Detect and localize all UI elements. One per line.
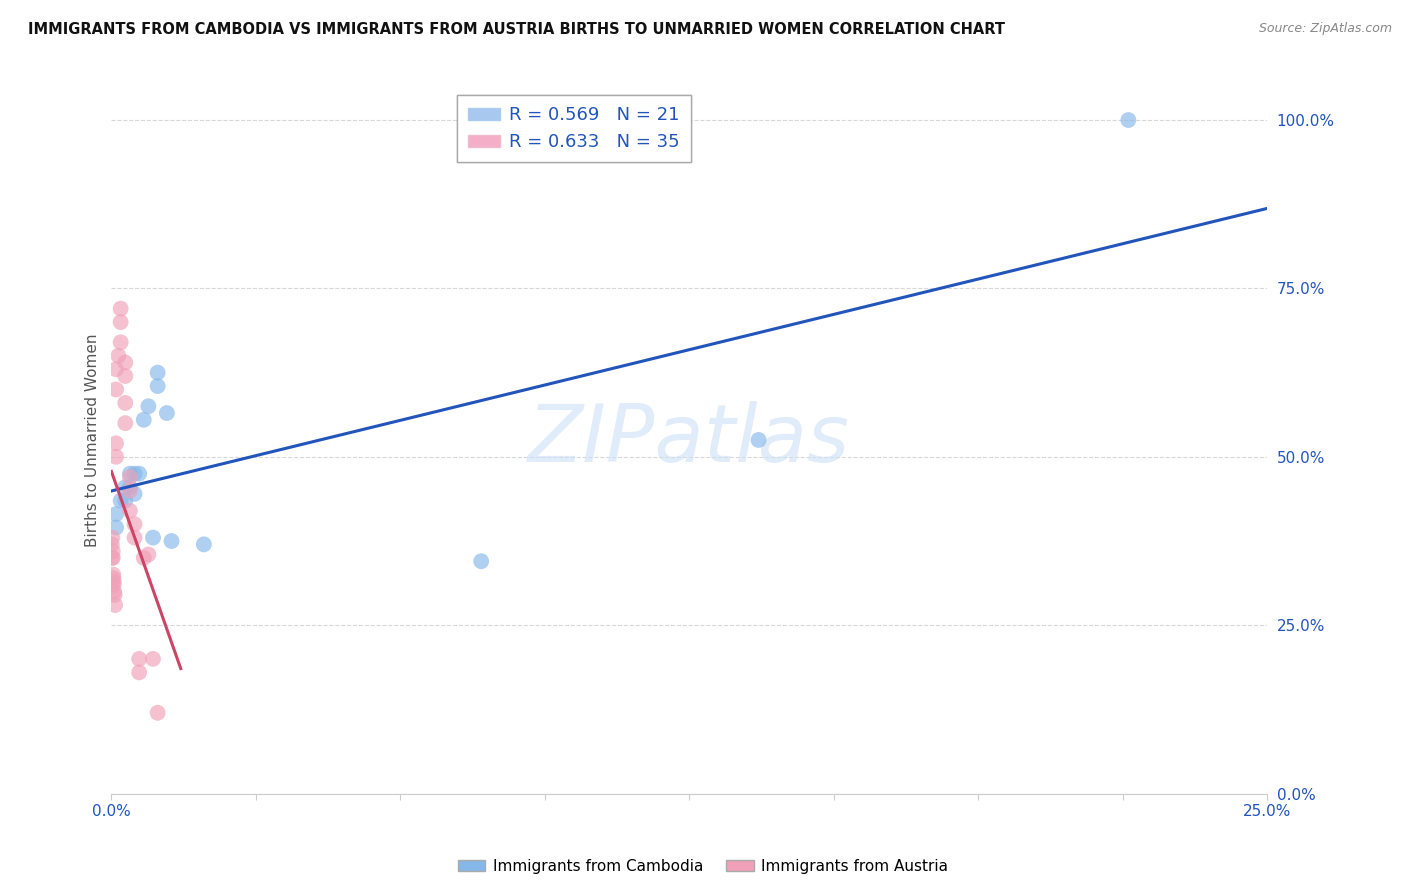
Point — [110, 493, 132, 508]
Point — [748, 433, 770, 447]
Text: IMMIGRANTS FROM CAMBODIA VS IMMIGRANTS FROM AUSTRIA BIRTHS TO UNMARRIED WOMEN CO: IMMIGRANTS FROM CAMBODIA VS IMMIGRANTS F… — [28, 22, 1005, 37]
Legend: R = 0.569   N = 21, R = 0.633   N = 35: R = 0.569 N = 21, R = 0.633 N = 35 — [457, 95, 690, 162]
Point — [104, 598, 127, 612]
Point — [114, 493, 136, 508]
Point — [118, 483, 141, 498]
Point — [124, 531, 146, 545]
Point — [107, 349, 129, 363]
Point — [146, 366, 169, 380]
Text: Source: ZipAtlas.com: Source: ZipAtlas.com — [1258, 22, 1392, 36]
Point — [110, 335, 132, 350]
Point — [104, 588, 127, 602]
Point — [105, 507, 128, 521]
Point — [105, 383, 128, 397]
Point — [118, 467, 141, 481]
Point — [110, 315, 132, 329]
Point — [103, 571, 125, 585]
Y-axis label: Births to Unmarried Women: Births to Unmarried Women — [86, 334, 100, 547]
Point — [105, 520, 128, 534]
Point — [128, 467, 150, 481]
Point — [132, 550, 155, 565]
Point — [470, 554, 492, 568]
Point — [101, 544, 124, 558]
Point — [156, 406, 179, 420]
Point — [124, 467, 146, 481]
Point — [1118, 113, 1140, 128]
Point — [124, 517, 146, 532]
Point — [124, 487, 146, 501]
Point — [114, 369, 136, 384]
Legend: Immigrants from Cambodia, Immigrants from Austria: Immigrants from Cambodia, Immigrants fro… — [451, 853, 955, 880]
Point — [101, 550, 124, 565]
Point — [128, 665, 150, 680]
Point — [101, 537, 124, 551]
Text: ZIPatlas: ZIPatlas — [529, 401, 851, 479]
Point — [132, 413, 155, 427]
Point — [103, 584, 125, 599]
Point — [101, 531, 124, 545]
Point — [105, 362, 128, 376]
Point — [146, 706, 169, 720]
Point — [105, 436, 128, 450]
Point — [103, 567, 125, 582]
Point — [160, 534, 183, 549]
Point — [105, 450, 128, 464]
Point — [118, 504, 141, 518]
Point — [101, 550, 124, 565]
Point — [114, 480, 136, 494]
Point — [103, 574, 125, 589]
Point — [103, 578, 125, 592]
Point — [138, 399, 160, 413]
Point — [138, 548, 160, 562]
Point — [114, 416, 136, 430]
Point — [128, 652, 150, 666]
Point — [193, 537, 215, 551]
Point — [142, 652, 165, 666]
Point — [114, 396, 136, 410]
Point — [118, 470, 141, 484]
Point — [146, 379, 169, 393]
Point — [110, 301, 132, 316]
Point — [142, 531, 165, 545]
Point — [118, 480, 141, 494]
Point — [114, 355, 136, 369]
